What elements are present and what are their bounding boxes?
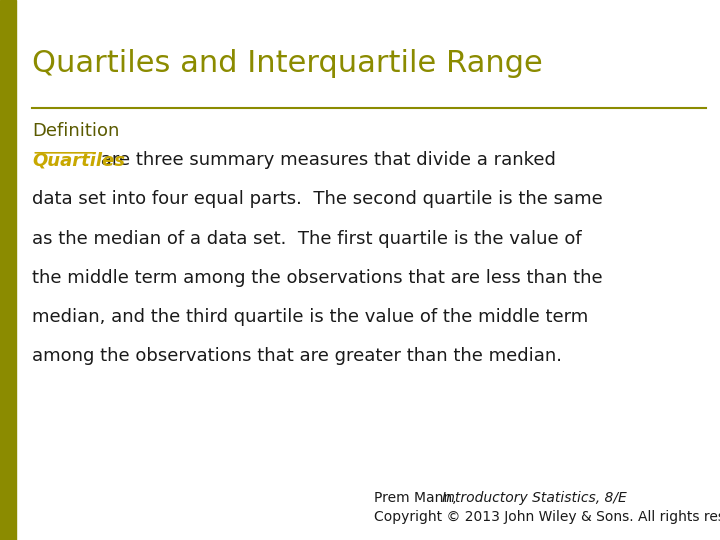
Text: among the observations that are greater than the median.: among the observations that are greater … bbox=[32, 347, 562, 365]
Text: Prem Mann,: Prem Mann, bbox=[374, 491, 462, 505]
Text: Definition: Definition bbox=[32, 122, 120, 139]
Text: Introductory Statistics, 8/E: Introductory Statistics, 8/E bbox=[442, 491, 627, 505]
Text: data set into four equal parts.  The second quartile is the same: data set into four equal parts. The seco… bbox=[32, 191, 603, 208]
Text: are three summary measures that divide a ranked: are three summary measures that divide a… bbox=[95, 151, 557, 169]
Text: as the median of a data set.  The first quartile is the value of: as the median of a data set. The first q… bbox=[32, 230, 582, 247]
Text: Quartiles and Interquartile Range: Quartiles and Interquartile Range bbox=[32, 49, 543, 78]
Bar bbox=[0, 0, 16, 540]
Text: median, and the third quartile is the value of the middle term: median, and the third quartile is the va… bbox=[32, 308, 589, 326]
Text: Quartiles: Quartiles bbox=[32, 151, 125, 169]
Text: Copyright © 2013 John Wiley & Sons. All rights reserved.: Copyright © 2013 John Wiley & Sons. All … bbox=[374, 510, 720, 524]
Text: the middle term among the observations that are less than the: the middle term among the observations t… bbox=[32, 269, 603, 287]
